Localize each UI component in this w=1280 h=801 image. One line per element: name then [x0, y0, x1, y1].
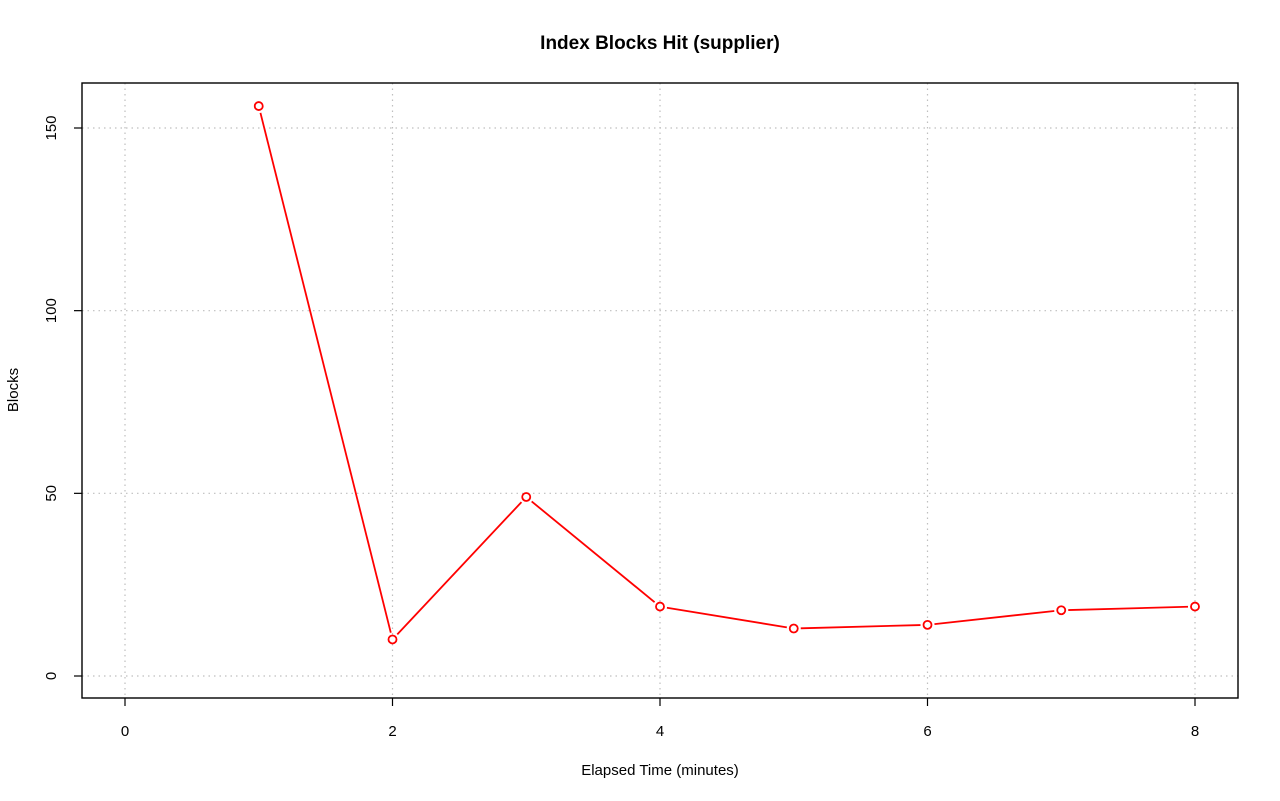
data-point	[521, 492, 532, 502]
y-axis-label: Blocks	[5, 368, 22, 412]
x-axis-label: Elapsed Time (minutes)	[581, 762, 739, 779]
y-tick-label: 50	[43, 485, 60, 502]
series-line-segment	[396, 501, 523, 635]
x-axis: 0 2 4 6 8	[121, 698, 1199, 740]
grid-layer	[82, 83, 1238, 698]
y-tick-label: 100	[43, 298, 60, 323]
data-point	[253, 101, 264, 111]
chart-title: Index Blocks Hit (supplier)	[540, 33, 780, 54]
data-point	[922, 619, 933, 630]
x-tick-label: 4	[656, 723, 664, 740]
data-point	[788, 623, 799, 634]
x-tick-label: 2	[388, 723, 396, 740]
series-line-segment	[800, 624, 921, 630]
y-tick-label: 0	[43, 672, 60, 680]
series-layer	[253, 101, 1200, 645]
y-axis: 0 50 100 150	[43, 115, 82, 680]
x-tick-label: 8	[1191, 723, 1199, 740]
data-point	[1056, 605, 1067, 616]
data-point	[1190, 601, 1200, 612]
series-line-segment	[259, 112, 392, 633]
x-tick-label: 6	[923, 723, 931, 740]
x-tick-label: 0	[121, 723, 129, 740]
data-point	[655, 601, 665, 612]
series-line-segment	[934, 610, 1055, 625]
series-line-segment	[531, 500, 656, 603]
data-point	[387, 634, 398, 645]
y-tick-label: 150	[43, 115, 60, 140]
series-line-segment	[666, 606, 787, 629]
series-line-segment	[1068, 605, 1189, 611]
